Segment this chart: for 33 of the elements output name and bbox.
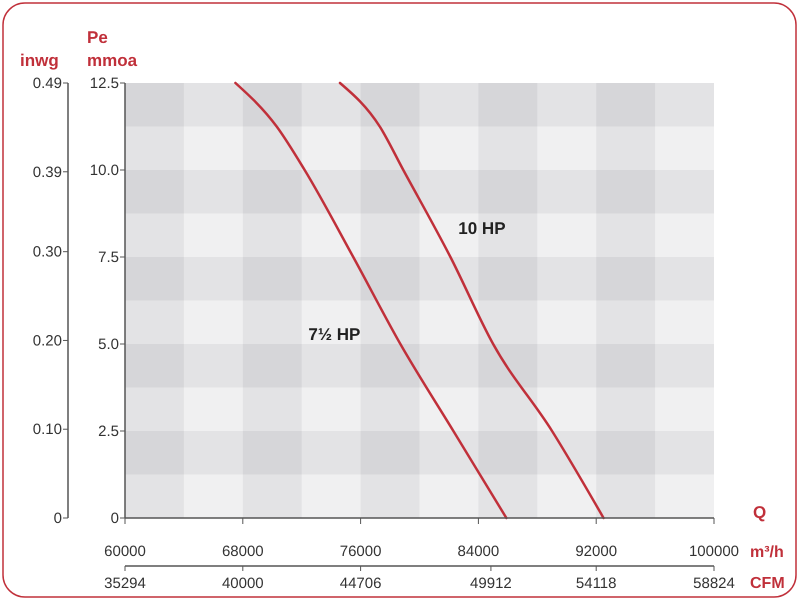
y2-tick-label: 0.30 [32,244,62,261]
x-tick-label: 100000 [688,543,740,560]
x-tick-label: 92000 [575,543,618,560]
series-label: 10 HP [458,219,506,238]
x2-tick-label: 49912 [470,575,512,592]
y-axis-title: Pe mmoa [87,28,138,70]
x-tick-label: 76000 [340,543,382,560]
y-tick-label: 10.0 [90,162,119,179]
x-axis-title: m³/h [750,544,784,561]
line-series [338,82,605,520]
x2-tick-label: 35294 [104,575,146,592]
y2-tick-label: 0.39 [32,164,62,181]
y-tick-label: 2.5 [98,423,119,440]
x2-tick-label: 44706 [340,575,382,592]
line-series [234,82,508,520]
x2-axis-title: CFM [750,575,785,592]
x2-tick-label: 54118 [576,575,617,592]
y-tick-label: 7.5 [98,249,119,266]
x-tick-label: 68000 [222,543,264,560]
y-tick-label: 12.5 [90,75,119,92]
y2-axis-title: inwg [20,51,59,70]
text: Q [753,503,766,522]
y2-tick-label: 0.10 [32,421,62,438]
y2-tick-label: 0 [54,510,62,527]
y-tick-label: 5.0 [98,336,119,353]
x-tick-label: 60000 [104,543,146,560]
y-tick-label: 0 [110,510,119,527]
x2-tick-label: 40000 [222,575,264,592]
y2-tick-label: 0.20 [32,332,62,350]
x2-tick-label: 58824 [693,575,735,592]
x-tick-label: 84000 [458,543,500,560]
series-label: 7½ HP [308,325,360,344]
y2-tick-label: 0.49 [32,75,62,92]
